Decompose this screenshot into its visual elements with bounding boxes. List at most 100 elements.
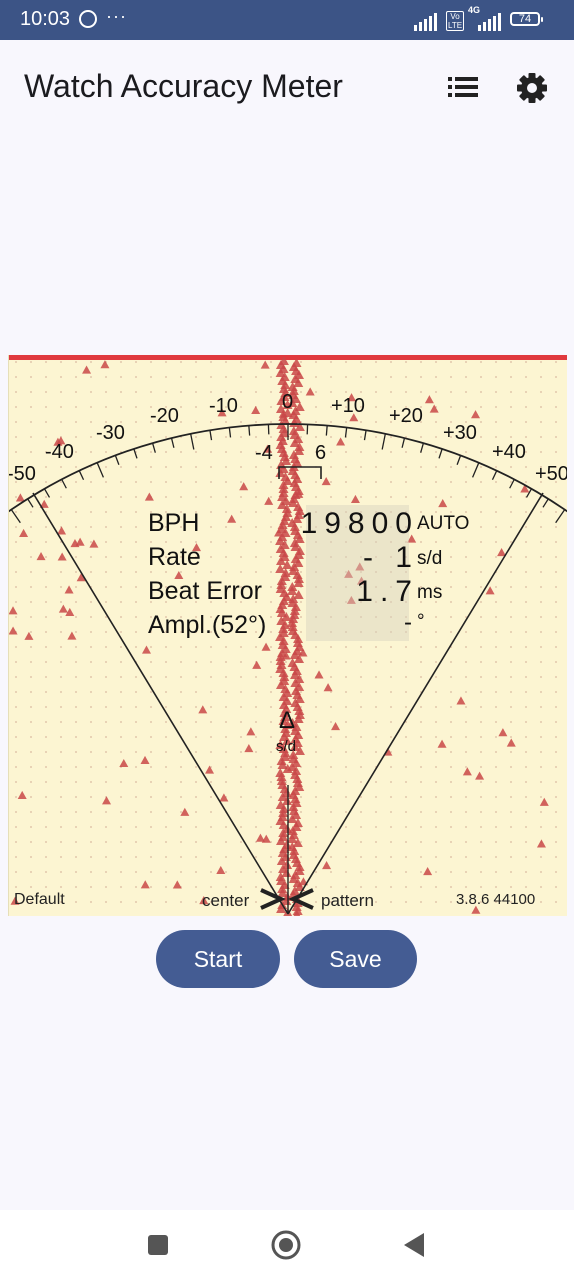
scale-label-p20: +20 — [389, 405, 423, 427]
beat-marker — [75, 537, 85, 546]
beat-marker — [289, 606, 300, 615]
beat-marker — [293, 714, 304, 723]
beat-marker — [282, 476, 293, 485]
beat-marker — [57, 552, 67, 561]
beat-marker — [423, 867, 433, 876]
recent-apps-icon[interactable] — [147, 1234, 169, 1256]
beat-marker — [347, 393, 357, 402]
beat-marker — [275, 536, 286, 545]
beat-marker — [276, 608, 287, 617]
beat-marker — [294, 446, 305, 455]
start-button[interactable]: Start — [156, 930, 280, 988]
beat-marker — [346, 595, 356, 604]
dial-tick — [420, 442, 425, 453]
gear-icon[interactable] — [516, 72, 548, 104]
beat-marker — [252, 660, 262, 669]
beat-marker — [277, 884, 288, 893]
list-icon[interactable] — [448, 76, 478, 98]
rate-label: Rate — [148, 543, 201, 571]
volte-icon: Vo LTE — [446, 11, 464, 31]
fan-right-line — [287, 492, 544, 915]
dial-tick — [381, 433, 386, 450]
more-notifications-icon: ··· — [106, 6, 127, 26]
beat-marker — [298, 648, 308, 657]
beat-marker — [9, 626, 18, 635]
status-time: 10:03 — [20, 8, 71, 30]
beat-marker — [140, 755, 150, 764]
beat-marker — [275, 656, 286, 665]
beat-marker — [485, 586, 495, 595]
beat-marker — [289, 538, 300, 547]
beat-marker — [294, 442, 305, 451]
scale-label-m30: -30 — [96, 422, 125, 444]
beat-marker — [276, 776, 287, 785]
beat-marker — [323, 683, 333, 692]
beat-marker — [281, 868, 292, 877]
scale-label-p40: +40 — [492, 441, 526, 463]
app-title: Watch Accuracy Meter — [24, 68, 343, 104]
status-bar: 10:03 ··· Vo LTE 4G 74 — [0, 0, 574, 40]
needle-unit: s/d — [276, 738, 297, 755]
dial-tick — [96, 462, 105, 478]
beat-marker — [289, 650, 300, 659]
beat-marker — [288, 566, 299, 575]
beat-marker — [321, 476, 331, 486]
beat-marker — [289, 438, 300, 447]
beat-error-value: 1.7 — [356, 575, 419, 608]
beat-marker — [278, 716, 289, 725]
beat-marker — [314, 670, 324, 679]
home-icon[interactable] — [271, 1230, 301, 1260]
dial-tick — [27, 498, 34, 508]
beat-marker — [287, 834, 298, 843]
dial-tick — [170, 437, 175, 448]
beat-marker — [288, 426, 299, 435]
beat-marker — [280, 388, 291, 397]
beat-marker — [198, 705, 208, 714]
beat-marker — [322, 861, 332, 870]
save-button[interactable]: Save — [294, 930, 417, 988]
scale-label-m50: -50 — [8, 463, 36, 485]
beat-marker — [275, 564, 286, 573]
back-icon[interactable] — [402, 1232, 426, 1258]
beat-marker — [294, 402, 305, 411]
beat-marker — [24, 631, 34, 640]
beat-error-unit: ms — [417, 582, 443, 603]
beat-marker — [276, 836, 287, 845]
dial-tick — [401, 437, 406, 448]
beat-marker — [292, 514, 303, 523]
beat-marker — [294, 546, 305, 555]
beat-marker — [275, 872, 286, 881]
beat-marker — [438, 499, 448, 508]
beat-marker — [275, 680, 286, 689]
dial-tick — [509, 479, 515, 489]
beat-marker — [288, 498, 299, 507]
beat-marker — [263, 444, 273, 453]
center-bracket — [278, 466, 322, 479]
beat-marker — [281, 651, 291, 660]
beat-marker — [305, 387, 315, 396]
beat-marker — [280, 568, 291, 577]
beat-marker — [289, 846, 300, 855]
beat-marker — [53, 437, 63, 446]
dial-tick — [542, 498, 549, 508]
beat-marker — [199, 896, 209, 905]
dial-tick — [228, 427, 232, 438]
beat-marker — [278, 804, 289, 813]
dial-tick — [190, 433, 195, 450]
beat-marker — [246, 727, 256, 736]
beat-marker — [278, 409, 288, 418]
bph-label: BPH — [148, 509, 200, 537]
beat-marker — [274, 528, 284, 537]
beat-marker — [277, 500, 288, 509]
beat-marker — [288, 386, 299, 395]
rate-value: - 1 — [362, 541, 419, 574]
battery-icon: 74 — [510, 12, 543, 26]
beat-marker — [216, 865, 226, 874]
beat-marker — [276, 580, 287, 589]
beat-marker — [291, 758, 302, 767]
beat-marker — [276, 756, 287, 765]
needle-delta: Δ — [279, 707, 296, 734]
beat-marker — [282, 796, 293, 805]
beat-marker — [281, 612, 292, 621]
beat-marker — [65, 607, 75, 616]
